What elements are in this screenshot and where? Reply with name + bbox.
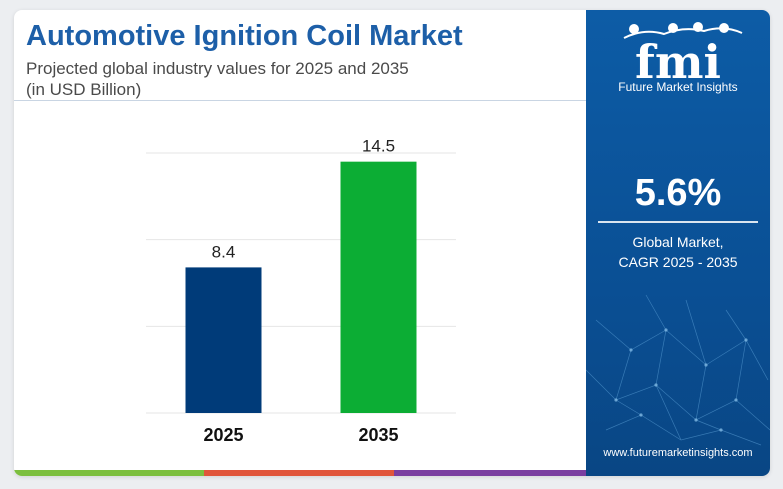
subtitle-line-2: (in USD Billion) bbox=[26, 80, 142, 99]
cagr-label: Global Market, CAGR 2025 - 2035 bbox=[586, 232, 770, 272]
network-decoration bbox=[586, 294, 770, 446]
website-url: www.futuremarketinsights.com bbox=[603, 447, 753, 459]
chart-panel: Automotive Ignition Coil Market Projecte… bbox=[14, 10, 586, 476]
bar-2025 bbox=[185, 267, 262, 413]
value-label-2035: 14.5 bbox=[362, 137, 395, 156]
strip-orange bbox=[204, 470, 394, 476]
fmi-logo: fmi bbox=[623, 22, 743, 89]
summary-sidebar: fmi Future Market Insights 5.6% Global M… bbox=[586, 10, 770, 476]
cagr-divider bbox=[598, 221, 758, 223]
infographic-card: Automotive Ignition Coil Market Projecte… bbox=[14, 10, 770, 476]
logo-wordmark: fmi bbox=[635, 35, 721, 89]
chart-title: Automotive Ignition Coil Market bbox=[26, 20, 463, 52]
cagr-label-line-2: CAGR 2025 - 2035 bbox=[618, 254, 738, 270]
title-divider bbox=[14, 100, 586, 101]
logo-subtitle: Future Market Insights bbox=[618, 80, 738, 94]
category-label-2035: 2035 bbox=[358, 425, 398, 445]
cagr-label-line-1: Global Market, bbox=[632, 234, 724, 250]
strip-purple bbox=[394, 470, 586, 476]
strip-green bbox=[14, 470, 204, 476]
subtitle-line-1: Projected global industry values for 202… bbox=[26, 59, 409, 78]
bar-chart: 8.4 2025 14.5 2035 bbox=[146, 137, 456, 445]
bar-2035 bbox=[340, 161, 417, 413]
category-label-2025: 2025 bbox=[203, 425, 243, 445]
value-label-2025: 8.4 bbox=[212, 242, 236, 261]
color-strip bbox=[14, 470, 586, 476]
chart-subtitle: Projected global industry values for 202… bbox=[26, 58, 496, 100]
cagr-value: 5.6% bbox=[634, 172, 722, 214]
